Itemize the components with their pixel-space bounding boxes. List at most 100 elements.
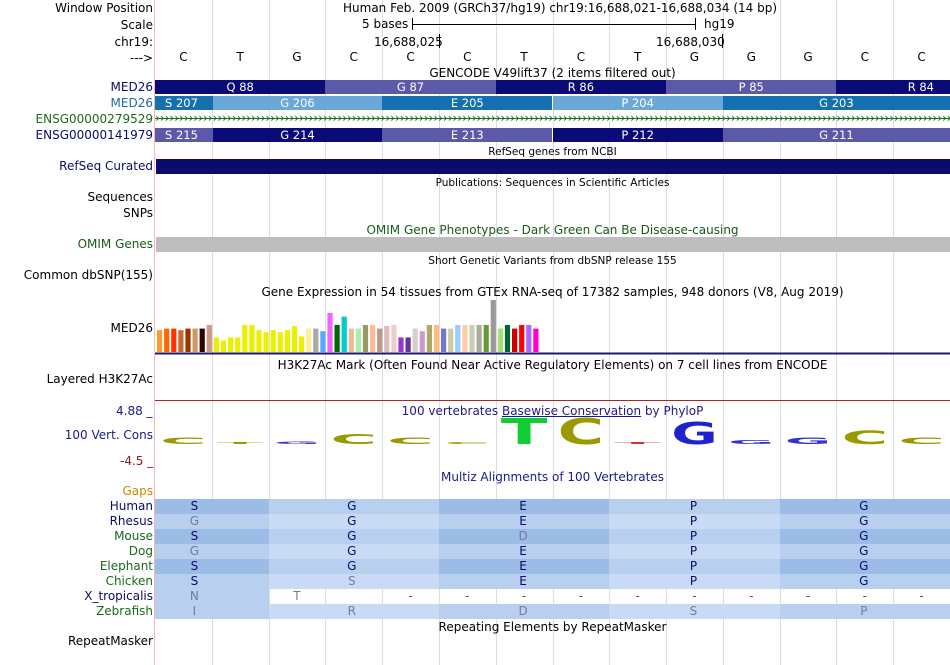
base-12[interactable]: C xyxy=(860,50,869,64)
gtex-tissue-bar[interactable] xyxy=(235,337,241,352)
multiz-species-label[interactable]: X_tropicalis xyxy=(84,589,153,603)
base-10[interactable]: G xyxy=(746,50,756,64)
base-11[interactable]: G xyxy=(803,50,813,64)
chrom-label[interactable]: chr19: xyxy=(114,35,153,49)
gtex-tissue-bar[interactable] xyxy=(348,328,354,352)
gencode-label-ensg141979[interactable]: ENSG00000141979 xyxy=(35,128,153,142)
refseq-feature[interactable] xyxy=(156,159,950,174)
gencode-label-med26-2[interactable]: MED26 xyxy=(110,96,153,110)
gtex-chart[interactable] xyxy=(155,299,950,355)
base-4[interactable]: C xyxy=(406,50,415,64)
gtex-tissue-bar[interactable] xyxy=(299,336,305,352)
gtex-tissue-bar[interactable] xyxy=(334,324,340,352)
codon-segment[interactable]: E 205 xyxy=(382,96,553,110)
gtex-tissue-bar[interactable] xyxy=(455,324,461,352)
codon-segment[interactable]: G 203 xyxy=(722,96,950,110)
gtex-tissue-bar[interactable] xyxy=(277,332,283,352)
gtex-tissue-bar[interactable] xyxy=(426,324,432,352)
codon-segment[interactable]: R 84 xyxy=(836,80,950,94)
gencode-feature-med26-2[interactable]: S 207 G 206 E 205 P 204 G 203 xyxy=(155,96,950,110)
gtex-tissue-bar[interactable] xyxy=(441,328,447,352)
base-0[interactable]: C xyxy=(179,50,188,64)
codon-segment[interactable]: S 207 xyxy=(155,96,213,110)
gtex-tissue-bar[interactable] xyxy=(497,328,503,352)
base-9[interactable]: G xyxy=(689,50,700,64)
gtex-tissue-bar[interactable] xyxy=(171,328,177,352)
base-13[interactable]: C xyxy=(917,50,926,64)
publications-label[interactable]: Sequences xyxy=(87,190,153,204)
gtex-tissue-bar[interactable] xyxy=(519,324,525,352)
gtex-tissue-bar[interactable] xyxy=(462,324,468,352)
codon-segment[interactable]: Q 88 xyxy=(155,80,326,94)
gtex-tissue-bar[interactable] xyxy=(504,324,511,352)
gtex-tissue-bar[interactable] xyxy=(157,330,163,352)
gtex-tissue-bar[interactable] xyxy=(391,324,397,352)
gtex-tissue-bar[interactable] xyxy=(185,328,191,352)
gencode-feature-med26-1[interactable]: Q 88 G 87 R 86 P 85 R 84 xyxy=(155,80,950,94)
dbsnp-label[interactable]: Common dbSNP(155) xyxy=(23,268,153,282)
gtex-tissue-bar[interactable] xyxy=(242,324,248,352)
snps-label[interactable]: SNPs xyxy=(123,206,153,220)
gtex-tissue-bar[interactable] xyxy=(355,328,361,352)
refseq-label[interactable]: RefSeq Curated xyxy=(59,159,153,173)
base-2[interactable]: G xyxy=(292,50,302,64)
gtex-tissue-bar[interactable] xyxy=(213,337,219,352)
gtex-tissue-bar[interactable] xyxy=(327,313,333,352)
base-8[interactable]: T xyxy=(634,50,642,64)
gtex-tissue-bar[interactable] xyxy=(263,332,269,352)
gencode-label-ensg279529[interactable]: ENSG00000279529 xyxy=(35,112,153,126)
base-7[interactable]: C xyxy=(576,50,586,64)
conservation-label[interactable]: 100 Vert. Cons xyxy=(64,428,153,442)
gencode-feature-ensg279529[interactable]: ››››››››››››››››››››››››››››››››››››››››… xyxy=(155,112,950,126)
codon-segment[interactable]: G 214 xyxy=(212,128,383,142)
multiz-species-label[interactable]: Mouse xyxy=(114,529,153,543)
gtex-tissue-bar[interactable] xyxy=(220,340,227,352)
gtex-tissue-bar[interactable] xyxy=(256,330,262,352)
gtex-tissue-bar[interactable] xyxy=(249,324,255,352)
gtex-tissue-bar[interactable] xyxy=(228,337,234,352)
multiz-species-label[interactable]: Rhesus xyxy=(109,514,153,528)
scale-label[interactable]: Scale xyxy=(120,18,153,32)
omim-label[interactable]: OMIM Genes xyxy=(77,237,153,251)
gtex-tissue-bar[interactable] xyxy=(362,324,369,352)
gtex-tissue-bar[interactable] xyxy=(483,324,489,352)
gtex-tissue-bar[interactable] xyxy=(398,337,404,352)
codon-segment[interactable]: G 211 xyxy=(722,128,950,142)
gtex-tissue-bar[interactable] xyxy=(448,328,454,352)
gtex-tissue-bar[interactable] xyxy=(490,300,496,352)
base-6[interactable]: T xyxy=(520,50,528,64)
base-5[interactable]: C xyxy=(463,50,472,64)
base-1[interactable]: T xyxy=(236,50,244,64)
gtex-tissue-bar[interactable] xyxy=(526,324,532,352)
codon-segment[interactable]: P 85 xyxy=(666,80,837,94)
strand-label[interactable]: ---> xyxy=(129,51,153,65)
gtex-tissue-bar[interactable] xyxy=(370,324,376,352)
gtex-tissue-bar[interactable] xyxy=(291,326,298,352)
multiz-species-label[interactable]: Chicken xyxy=(105,574,153,588)
gaps-label[interactable]: Gaps xyxy=(122,484,153,498)
gtex-tissue-bar[interactable] xyxy=(320,331,326,352)
multiz-species-label[interactable]: Zebrafish xyxy=(96,604,153,618)
omim-feature[interactable] xyxy=(156,237,950,252)
multiz-species-label[interactable]: Dog xyxy=(128,544,153,558)
codon-segment[interactable]: P 212 xyxy=(552,128,723,142)
gtex-tissue-bar[interactable] xyxy=(199,328,205,352)
multiz-species-label[interactable]: Elephant xyxy=(99,559,153,573)
gtex-tissue-bar[interactable] xyxy=(164,328,170,352)
base-3[interactable]: C xyxy=(349,50,358,64)
gtex-tissue-bar[interactable] xyxy=(377,328,383,352)
gtex-tissue-bar[interactable] xyxy=(313,328,319,352)
gtex-tissue-bar[interactable] xyxy=(178,330,184,352)
gtex-tissue-bar[interactable] xyxy=(419,331,425,352)
gtex-tissue-bar[interactable] xyxy=(306,328,312,352)
gtex-tissue-bar[interactable] xyxy=(384,326,390,352)
gencode-feature-ensg141979[interactable]: S 215 G 214 E 213 P 212 G 211 xyxy=(155,128,950,142)
